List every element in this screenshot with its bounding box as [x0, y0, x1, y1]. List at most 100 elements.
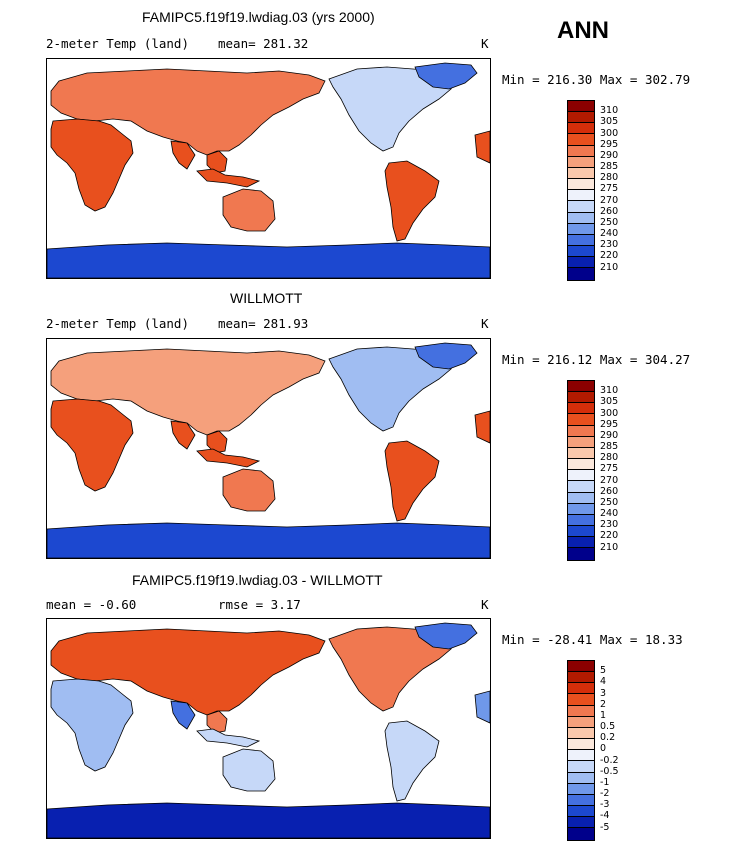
colorbar-swatch [568, 268, 594, 280]
colorbar-tick-label: 300 [600, 407, 619, 419]
landmass-seasia [206, 710, 228, 734]
landmass-antarctica [47, 522, 490, 558]
colorbar-swatch [568, 190, 594, 202]
colorbar-tick-label: 210 [600, 261, 619, 273]
colorbar-swatch [568, 459, 594, 471]
panel1-map [46, 58, 491, 279]
colorbar-swatch [568, 794, 594, 807]
colorbar-tick-label: 0.2 [600, 732, 616, 744]
landmass-seasia [206, 430, 228, 454]
panel3-colorbar [567, 660, 595, 841]
colorbar-swatch [568, 503, 594, 515]
colorbar-tick-label: 230 [600, 519, 619, 531]
landmass-samerica [384, 160, 440, 242]
landmass-samerica [384, 440, 440, 522]
colorbar-swatch [568, 672, 594, 684]
colorbar-swatch [568, 414, 594, 426]
landmass-india [170, 700, 196, 730]
colorbar-tick-label: 290 [600, 149, 619, 161]
colorbar-tick-label: 270 [600, 474, 619, 486]
colorbar-tick-label: 0.5 [600, 721, 616, 733]
landmass-greenland [414, 342, 478, 370]
colorbar-tick-label: 270 [600, 194, 619, 206]
panel2-title: WILLMOTT [230, 290, 303, 306]
colorbar-tick-label: 305 [600, 116, 619, 128]
landmass-safrica_w [474, 130, 490, 164]
panel1-mean: mean= 281.32 [218, 36, 309, 51]
colorbar-tick-label: -5 [600, 821, 610, 833]
colorbar-tick-label: 220 [600, 530, 619, 542]
colorbar-tick-label: 230 [600, 239, 619, 251]
colorbar-tick-label: 2 [600, 698, 607, 710]
colorbar-swatch [568, 223, 594, 235]
colorbar-swatch [568, 234, 594, 247]
colorbar-tick-label: -2 [600, 788, 610, 800]
colorbar-tick-label: -1 [600, 776, 610, 788]
panel3-map-svg [47, 622, 490, 838]
panel1-title: FAMIPC5.f19f19.lwdiag.03 (yrs 2000) [142, 9, 375, 25]
colorbar-tick-label: 1 [600, 709, 607, 721]
colorbar-swatch [568, 548, 594, 560]
colorbar-tick-label: 295 [600, 418, 619, 430]
colorbar-swatch [568, 123, 594, 135]
colorbar-tick-label: 240 [600, 508, 619, 520]
colorbar-tick-label: 305 [600, 396, 619, 408]
colorbar-tick-label: 4 [600, 676, 607, 688]
colorbar-swatch [568, 772, 594, 784]
colorbar-tick-label: 260 [600, 205, 619, 217]
colorbar-swatch [568, 828, 594, 840]
colorbar-tick-label: 260 [600, 485, 619, 497]
colorbar-swatch [568, 201, 594, 213]
landmass-australia [222, 468, 276, 512]
colorbar-swatch [568, 661, 594, 673]
panel3-rmse: rmse = 3.17 [218, 597, 301, 612]
landmass-greenland [414, 622, 478, 650]
landmass-africa [50, 398, 134, 492]
colorbar-swatch [568, 392, 594, 404]
colorbar-tick-label: 290 [600, 429, 619, 441]
colorbar-tick-label: 285 [600, 441, 619, 453]
colorbar-tick-label: 285 [600, 161, 619, 173]
panel2-mean: mean= 281.93 [218, 316, 309, 331]
colorbar-swatch [568, 425, 594, 437]
colorbar-tick-label: 280 [600, 172, 619, 184]
panel2-map [46, 338, 491, 559]
colorbar-swatch [568, 470, 594, 482]
colorbar-tick-label: 280 [600, 452, 619, 464]
colorbar-swatch [568, 381, 594, 393]
season-label: ANN [557, 17, 609, 44]
colorbar-swatch [568, 750, 594, 762]
colorbar-tick-label: -0.2 [600, 754, 619, 766]
landmass-indonesia [196, 728, 261, 748]
colorbar-swatch [568, 683, 594, 695]
landmass-antarctica [47, 242, 490, 278]
landmass-india [170, 420, 196, 450]
landmass-australia [222, 748, 276, 792]
colorbar-tick-label: 295 [600, 138, 619, 150]
colorbar-swatch [568, 145, 594, 157]
landmass-indonesia [196, 448, 261, 468]
colorbar-swatch [568, 761, 594, 773]
colorbar-tick-label: -3 [600, 799, 610, 811]
colorbar-tick-label: 275 [600, 183, 619, 195]
colorbar-tick-label: 310 [600, 105, 619, 117]
colorbar-swatch [568, 167, 594, 180]
landmass-namerica [328, 346, 458, 432]
colorbar-swatch [568, 705, 594, 717]
colorbar-swatch [568, 526, 594, 538]
landmass-seasia [206, 150, 228, 174]
panel2-map-svg [47, 342, 490, 558]
colorbar-swatch [568, 492, 594, 504]
colorbar-swatch [568, 447, 594, 460]
colorbar-swatch [568, 246, 594, 258]
panel3-title: FAMIPC5.f19f19.lwdiag.03 - WILLMOTT [132, 572, 383, 588]
colorbar-tick-label: 310 [600, 385, 619, 397]
landmass-safrica_w [474, 410, 490, 444]
landmass-indonesia [196, 168, 261, 188]
panel1-units: K [481, 36, 489, 51]
colorbar-swatch [568, 403, 594, 415]
panel3-map [46, 618, 491, 839]
colorbar-tick-label: 5 [600, 665, 607, 677]
colorbar-tick-label: 240 [600, 228, 619, 240]
colorbar-swatch [568, 716, 594, 728]
